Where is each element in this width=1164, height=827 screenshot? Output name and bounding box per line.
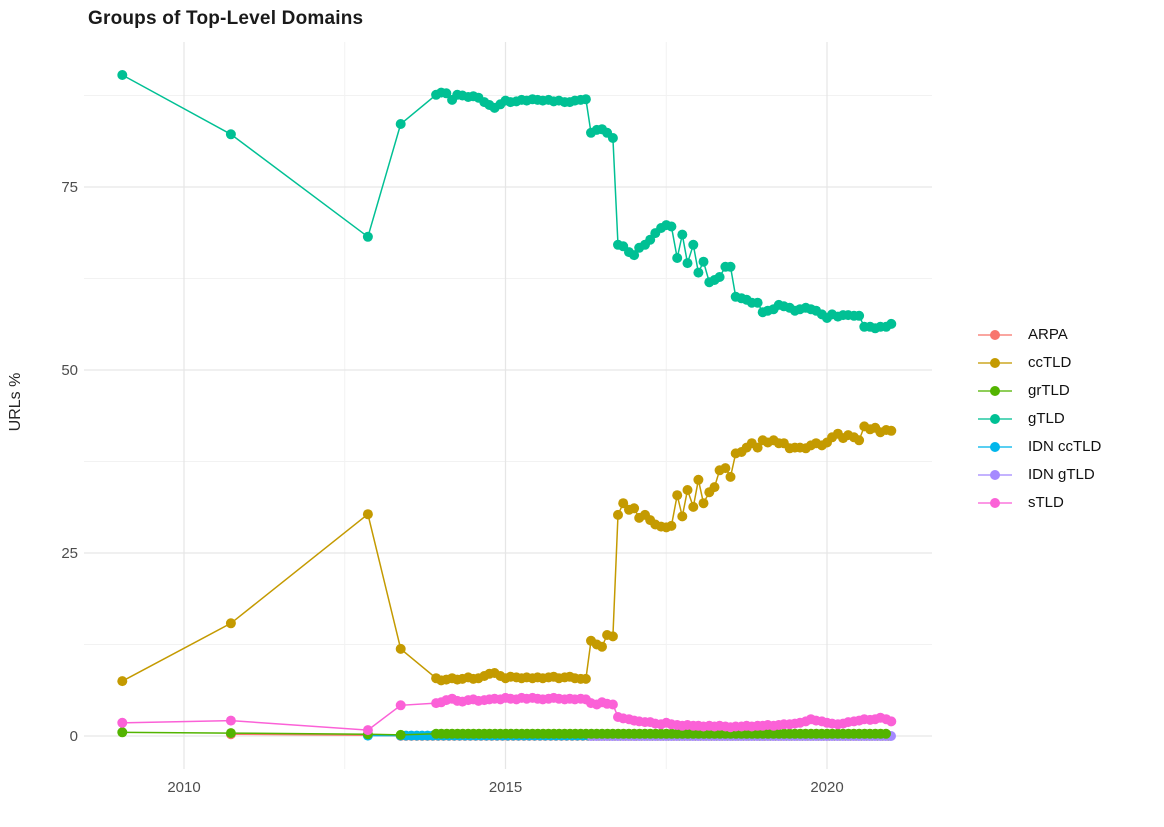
y-tick-label: 50	[61, 362, 78, 379]
legend-label: gTLD	[1028, 410, 1065, 427]
axis-tick-labels: 0 25 50 75 2010 2015 2020	[61, 179, 843, 796]
legend-label: ARPA	[1028, 326, 1068, 343]
legend-item-arpa: ARPA	[978, 325, 1101, 344]
legend-marker-icon	[978, 469, 1012, 480]
legend-label: sTLD	[1028, 494, 1064, 511]
x-tick-label: 2020	[810, 779, 843, 796]
y-tick-label: 25	[61, 545, 78, 562]
y-tick-label: 75	[61, 179, 78, 196]
legend-item-gtld: gTLD	[978, 409, 1101, 428]
legend-marker-icon	[978, 329, 1012, 340]
series-gTLD	[117, 70, 897, 334]
gridlines-minor	[84, 42, 932, 769]
legend-marker-icon	[978, 441, 1012, 452]
gridlines-major	[84, 42, 932, 769]
legend-item-grtld: grTLD	[978, 381, 1101, 400]
series-ccTLD	[117, 421, 897, 687]
series-sTLD	[117, 692, 897, 736]
x-tick-label: 2010	[167, 779, 200, 796]
legend-label: IDN ccTLD	[1028, 438, 1102, 455]
legend-item-cctld: ccTLD	[978, 353, 1101, 372]
chart-title: Groups of Top-Level Domains	[88, 8, 364, 29]
legend-marker-icon	[978, 385, 1012, 396]
y-tick-label: 0	[70, 728, 78, 745]
series-grTLD	[117, 727, 891, 740]
legend-item-stld: sTLD	[978, 493, 1101, 512]
legend: ARPA ccTLD grTLD gTLD IDN ccTLD IDN gTLD sTLD	[978, 325, 1101, 512]
x-tick-label: 2015	[489, 779, 522, 796]
legend-marker-icon	[978, 497, 1012, 508]
legend-label: IDN gTLD	[1028, 466, 1095, 483]
legend-marker-icon	[978, 357, 1012, 368]
legend-label: grTLD	[1028, 382, 1070, 399]
legend-marker-icon	[978, 413, 1012, 424]
legend-item-idn-gtld: IDN gTLD	[978, 465, 1101, 484]
legend-item-idn-cctld: IDN ccTLD	[978, 437, 1101, 456]
legend-label: ccTLD	[1028, 354, 1072, 371]
